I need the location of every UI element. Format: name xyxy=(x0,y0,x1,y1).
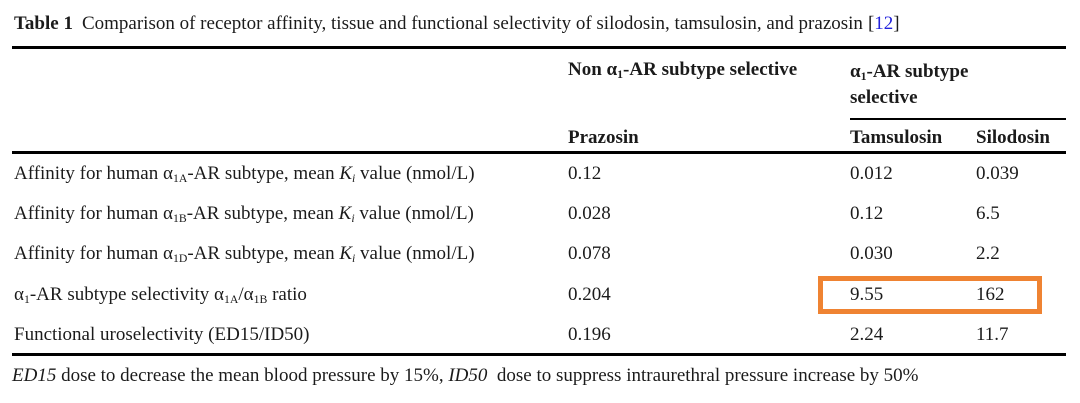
row-label: α1-AR subtype selectivity α1A/α1B ratio xyxy=(14,284,307,306)
cell-prazosin: 0.078 xyxy=(568,243,611,264)
cell-prazosin: 0.204 xyxy=(568,284,611,305)
column-header-tamsulosin: Tamsulosin xyxy=(850,127,943,148)
table-row: Affinity for human α1A-AR subtype, mean … xyxy=(0,163,1080,189)
highlight-annotation-box xyxy=(818,276,1042,314)
column-header-prazosin: Prazosin xyxy=(568,127,639,148)
cell-silodosin: 11.7 xyxy=(976,324,1009,345)
cell-prazosin: 0.196 xyxy=(568,324,611,345)
table-number: Table 1 xyxy=(14,13,73,34)
column-header-silodosin: Silodosin xyxy=(976,127,1050,148)
table-row: Affinity for human α1D-AR subtype, mean … xyxy=(0,243,1080,269)
cell-silodosin: 2.2 xyxy=(976,243,1000,264)
column-group-non-selective: Non α1-AR subtype selective xyxy=(568,59,798,81)
header-body-rule xyxy=(12,151,1066,154)
table-row: Functional uroselectivity (ED15/ID50) 0.… xyxy=(0,324,1080,350)
cell-tamsulosin: 9.55 xyxy=(850,284,884,305)
cell-silodosin: 162 xyxy=(976,284,1005,305)
table-row: Affinity for human α1B-AR subtype, mean … xyxy=(0,203,1080,229)
table-row-highlighted: α1-AR subtype selectivity α1A/α1B ratio … xyxy=(0,284,1080,310)
cell-prazosin: 0.028 xyxy=(568,203,611,224)
cell-tamsulosin: 2.24 xyxy=(850,324,884,345)
cell-silodosin: 6.5 xyxy=(976,203,1000,224)
cell-prazosin: 0.12 xyxy=(568,163,602,184)
top-rule xyxy=(12,46,1066,49)
cell-silodosin: 0.039 xyxy=(976,163,1019,184)
row-label: Functional uroselectivity (ED15/ID50) xyxy=(14,324,310,345)
citation-link[interactable]: [12] xyxy=(868,13,900,34)
table-footnote: ED15 dose to decrease the mean blood pre… xyxy=(12,365,919,386)
cell-tamsulosin: 0.012 xyxy=(850,163,893,184)
row-label: Affinity for human α1D-AR subtype, mean … xyxy=(14,243,475,265)
table-caption: Table 1 Comparison of receptor affinity, … xyxy=(14,13,900,35)
bottom-rule xyxy=(12,353,1066,356)
row-label: Affinity for human α1B-AR subtype, mean … xyxy=(14,203,474,225)
citation-bracket-close: ] xyxy=(893,13,900,34)
citation-bracket-open: [ xyxy=(867,13,875,34)
table-caption-text: Comparison of receptor affinity, tissue … xyxy=(81,13,863,34)
column-group-rule xyxy=(850,118,1066,120)
column-group-selective: α1-AR subtype selective xyxy=(850,61,969,108)
cell-tamsulosin: 0.030 xyxy=(850,243,893,264)
row-label: Affinity for human α1A-AR subtype, mean … xyxy=(14,163,475,185)
cell-tamsulosin: 0.12 xyxy=(850,203,884,224)
citation-number: 12 xyxy=(874,13,894,34)
